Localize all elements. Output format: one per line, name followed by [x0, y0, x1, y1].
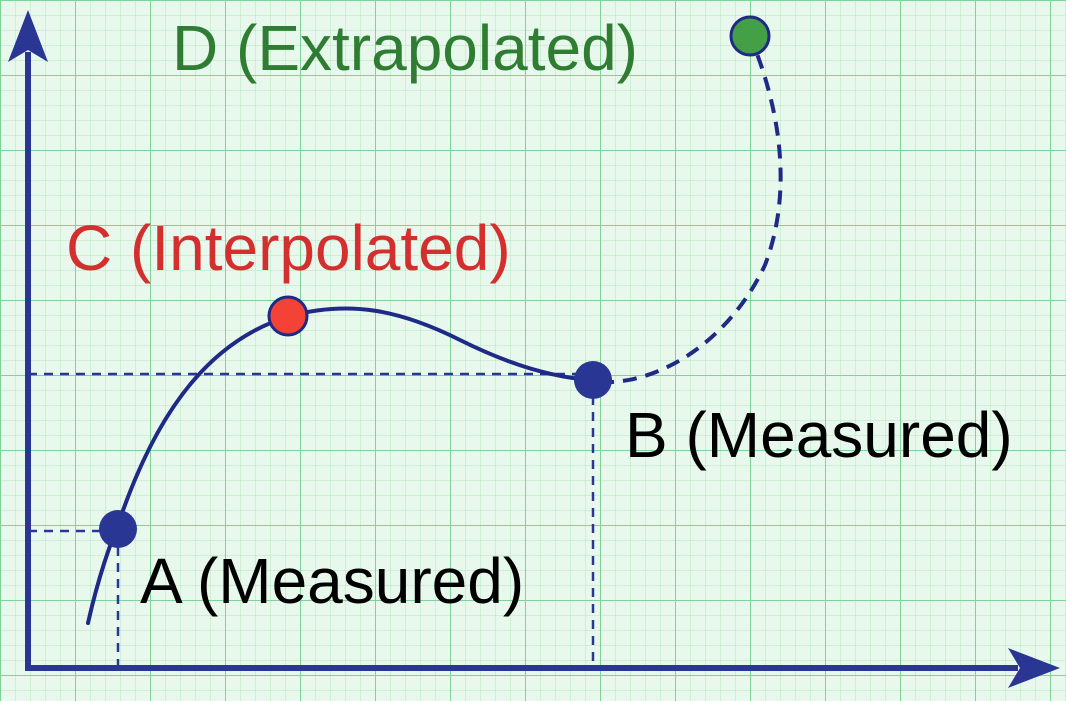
extrapolated-curve [599, 35, 783, 385]
guide-lines [28, 372, 595, 668]
axes [8, 10, 1060, 688]
point-a-label: A (Measured) [140, 545, 524, 617]
arrowhead-up-icon [8, 10, 48, 62]
point-b-label: B (Measured) [625, 399, 1013, 471]
point-c-label: C (Interpolated) [66, 212, 511, 284]
point-d-label: D (Extrapolated) [172, 12, 638, 84]
arrowhead-right-icon [1008, 648, 1060, 688]
point-a-marker [99, 510, 137, 548]
point-d-marker [729, 15, 771, 57]
point-c-marker [267, 295, 309, 337]
point-b-marker [574, 361, 612, 399]
